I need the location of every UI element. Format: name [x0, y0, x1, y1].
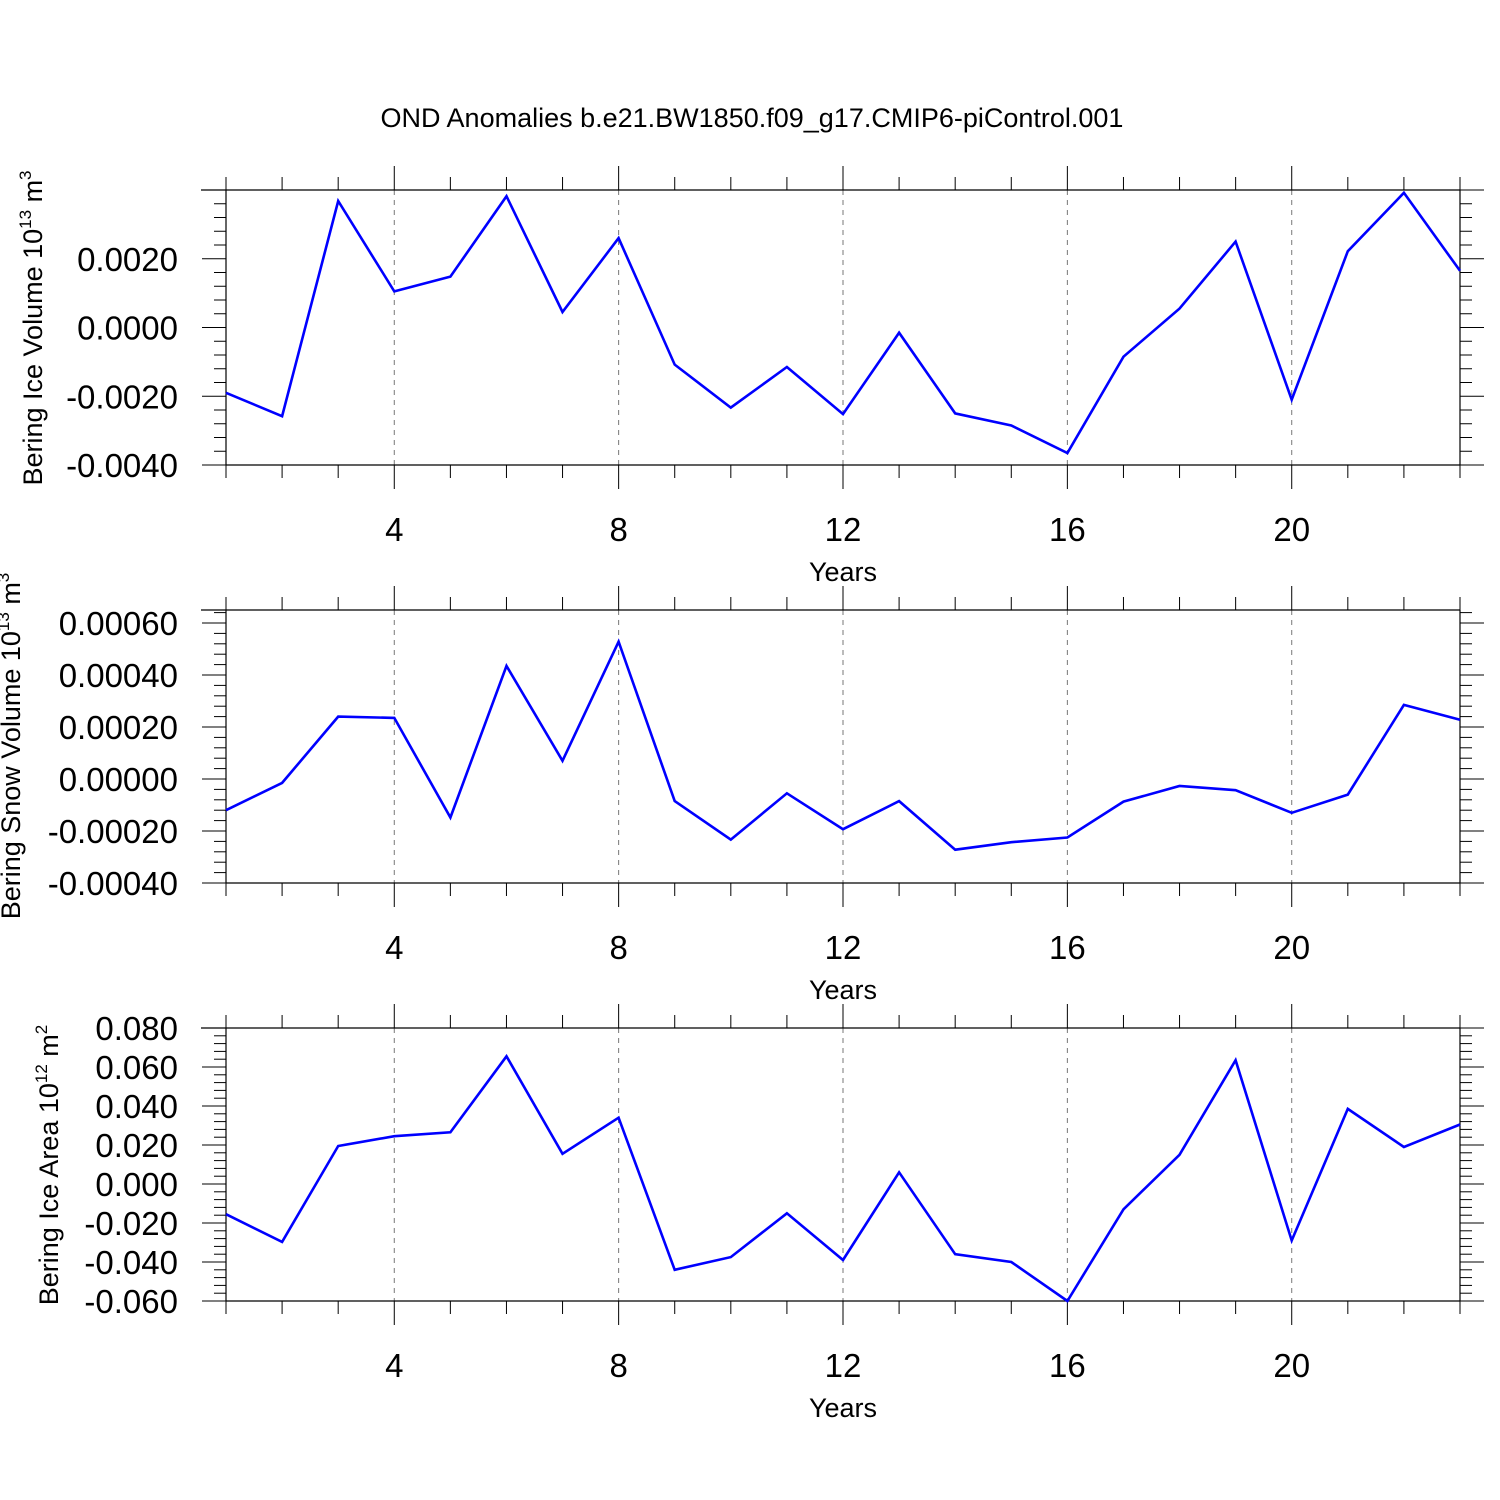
y-tick-label: 0.00020: [59, 709, 178, 746]
x-axis-label: Years: [809, 975, 877, 1005]
y-tick-label: -0.00020: [48, 813, 178, 850]
y-tick-label: 0.0000: [77, 310, 178, 347]
chart-panel-3: -0.060-0.040-0.0200.0000.0200.0400.0600.…: [32, 1004, 1484, 1423]
x-tick-label: 4: [385, 1347, 403, 1384]
y-tick-label: 0.080: [95, 1010, 178, 1047]
y-tick-label: 0.00040: [59, 657, 178, 694]
panels: -0.0040 -0.0020 0.0000 0.0020 4 8 12 16 20 Years B…: [0, 166, 1484, 1423]
chart-panel-2: -0.00040 -0.00020 0.00000 0.00020 0.00040 0.0…: [0, 573, 1484, 1005]
x-tick-label: 8: [609, 511, 627, 548]
x-tick-label: 20: [1273, 1347, 1310, 1384]
y-tick-label: 0.00060: [59, 605, 178, 642]
x-tick-label: 4: [385, 511, 403, 548]
y-tick-label: -0.0020: [66, 378, 178, 415]
y-axis-label: Bering Ice Volume 1013 m3: [16, 170, 48, 485]
y-label-unit: m: [0, 582, 26, 612]
x-tick-label: 16: [1049, 1347, 1086, 1384]
x-tick-label: 8: [609, 929, 627, 966]
chart-panel-1: -0.0040 -0.0020 0.0000 0.0020 4 8 12 16 20 Years B…: [16, 166, 1484, 587]
y-tick-label: -0.060: [84, 1283, 178, 1320]
series-line-2: [225, 638, 1461, 852]
y-label-exp: 12: [32, 1064, 51, 1083]
y-label-unit-exp: 3: [16, 170, 35, 179]
y-label-main: Bering Ice Volume 10: [18, 229, 48, 486]
x-tick-label: 12: [825, 511, 862, 548]
series-line-1: [225, 190, 1462, 455]
x-tick-label: 20: [1273, 511, 1310, 548]
y-tick-label: 0.020: [95, 1127, 178, 1164]
y-label-main: Bering Snow Volume 10: [0, 631, 26, 919]
x-tick-label: 8: [609, 1347, 627, 1384]
y-tick-label: -0.020: [84, 1205, 178, 1242]
y-tick-label: 0.0020: [77, 241, 178, 278]
y-label-unit-exp: 2: [32, 1025, 51, 1034]
y-label-exp: 13: [16, 210, 35, 229]
x-tick-label: 16: [1049, 929, 1086, 966]
y-label-unit: m: [34, 1034, 64, 1064]
y-label-unit: m: [18, 180, 48, 210]
x-axis-label: Years: [809, 1393, 877, 1423]
y-tick-label: 0.000: [95, 1166, 178, 1203]
x-tick-label: 12: [825, 929, 862, 966]
y-tick-label: 0.040: [95, 1088, 178, 1125]
y-tick-label: -0.040: [84, 1244, 178, 1281]
series-line-3: [225, 1053, 1461, 1303]
y-tick-label: -0.0040: [66, 447, 178, 484]
y-tick-label: 0.060: [95, 1049, 178, 1086]
x-tick-label: 16: [1049, 511, 1086, 548]
figure-title: OND Anomalies b.e21.BW1850.f09_g17.CMIP6…: [381, 103, 1124, 133]
y-label-main: Bering Ice Area 10: [34, 1083, 64, 1305]
x-axis-label: Years: [809, 557, 877, 587]
x-tick-label: 12: [825, 1347, 862, 1384]
y-label-exp: 13: [0, 612, 13, 631]
y-tick-label: -0.00040: [48, 865, 178, 902]
x-tick-label: 20: [1273, 929, 1310, 966]
x-tick-label: 4: [385, 929, 403, 966]
y-tick-label: 0.00000: [59, 761, 178, 798]
y-axis-label: Bering Snow Volume 1013 m3: [0, 573, 26, 920]
y-label-unit-exp: 3: [0, 573, 13, 582]
y-axis-label: Bering Ice Area 1012 m2: [32, 1025, 64, 1306]
